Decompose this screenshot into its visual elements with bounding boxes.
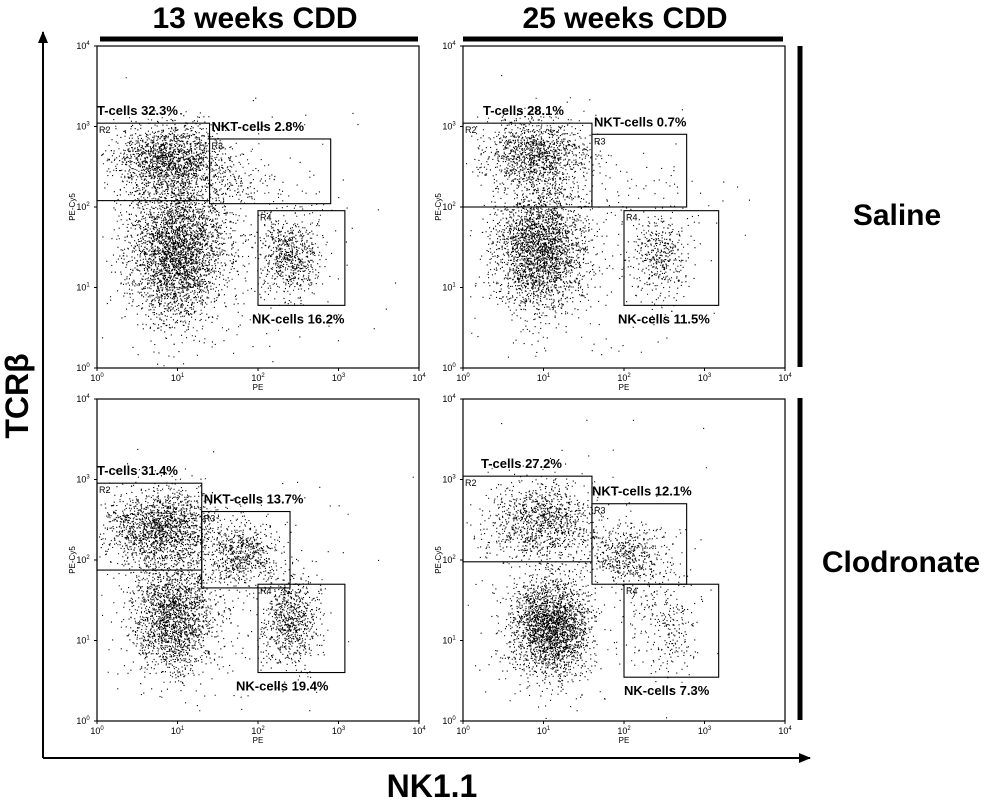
gate-box-r3 xyxy=(208,138,332,205)
gate-region-id: R4 xyxy=(626,213,638,223)
gate-region-id: R4 xyxy=(260,213,272,223)
column-title-13-weeks: 13 weeks CDD xyxy=(152,2,357,35)
y-tick-label: 104 xyxy=(442,41,456,51)
gate-label-nkt-cells: NKT-cells 13.7% xyxy=(204,492,304,507)
gate-label-t-cells: T-cells 27.2% xyxy=(481,456,562,471)
gate-label-t-cells: T-cells 28.1% xyxy=(483,103,564,118)
x-tick-label: 102 xyxy=(251,373,265,383)
x-tick-label: 101 xyxy=(171,726,185,736)
panel-x-axis-name: PE xyxy=(253,736,264,745)
x-tick-label: 102 xyxy=(617,373,631,383)
y-tick-label: 102 xyxy=(442,555,456,565)
y-axis-label: TCRβ xyxy=(0,353,35,438)
gate-region-id: R4 xyxy=(260,586,272,596)
gate-label-t-cells: T-cells 32.3% xyxy=(97,103,178,118)
row-label-clodronate: Clodronate xyxy=(822,546,980,579)
gate-box-r4 xyxy=(623,210,720,306)
x-tick-label: 103 xyxy=(698,726,712,736)
gate-box-r2 xyxy=(462,122,593,208)
gate-label-nk-cells: NK-cells 16.2% xyxy=(252,311,345,326)
scatter-panels: R2 T-cells 32.3% R3 NKT-cells 2.8% R4 NK-cell… xyxy=(68,41,792,745)
y-tick-label: 100 xyxy=(442,716,456,726)
panel-y-axis-name: PE-Cy5 xyxy=(434,193,443,221)
y-tick-label: 104 xyxy=(76,41,90,51)
event-dots xyxy=(99,77,397,367)
gate-label-nk-cells: NK-cells 7.3% xyxy=(624,683,710,698)
gate-region-id: R3 xyxy=(204,514,216,524)
x-tick-label: 104 xyxy=(778,726,792,736)
y-tick-label: 102 xyxy=(76,202,90,212)
y-tick-label: 101 xyxy=(76,283,90,293)
gate-region-id: R2 xyxy=(465,125,477,135)
gate-region-id: R3 xyxy=(594,506,606,516)
x-tick-label: 103 xyxy=(698,373,712,383)
event-dot-cloud xyxy=(99,77,397,367)
gate-region-id: R2 xyxy=(99,485,111,495)
gate-box-r2 xyxy=(462,475,593,563)
y-tick-label: 102 xyxy=(76,555,90,565)
y-tick-label: 100 xyxy=(442,363,456,373)
gate-box-r4 xyxy=(257,583,346,674)
y-tick-label: 100 xyxy=(76,363,90,373)
y-tick-label: 103 xyxy=(76,122,90,132)
gate-label-nk-cells: NK-cells 11.5% xyxy=(618,311,710,326)
x-tick-label: 104 xyxy=(412,726,426,736)
gate-region-id: R4 xyxy=(626,586,638,596)
y-tick-label: 100 xyxy=(76,716,90,726)
panel-x-axis-name: PE xyxy=(253,383,264,392)
panel-y-axis-name: PE-Cy5 xyxy=(68,546,77,574)
gate-label-t-cells: T-cells 31.4% xyxy=(97,463,178,478)
panel-y-axis-name: PE-Cy5 xyxy=(434,546,443,574)
y-tick-label: 101 xyxy=(442,636,456,646)
gate-box-r4 xyxy=(257,210,346,306)
row-label-saline: Saline xyxy=(853,199,941,232)
x-tick-label: 103 xyxy=(332,726,346,736)
panel-x-axis-name: PE xyxy=(619,736,630,745)
scatter-panel: R2 T-cells 28.1% R3 NKT-cells 0.7% R4 NK-cell… xyxy=(434,41,792,392)
x-axis-label: NK1.1 xyxy=(387,768,478,801)
x-tick-label: 101 xyxy=(537,373,551,383)
y-tick-label: 103 xyxy=(442,122,456,132)
x-tick-label: 104 xyxy=(778,373,792,383)
x-tick-label: 101 xyxy=(171,373,185,383)
x-tick-label: 102 xyxy=(617,726,631,736)
gate-box-r3 xyxy=(591,133,688,208)
x-tick-label: 100 xyxy=(456,373,470,383)
gate-region-id: R3 xyxy=(212,141,224,151)
x-tick-label: 100 xyxy=(90,373,104,383)
y-tick-label: 103 xyxy=(442,475,456,485)
gate-box-r4 xyxy=(623,583,720,678)
gate-label-nkt-cells: NKT-cells 12.1% xyxy=(592,484,692,499)
y-tick-label: 101 xyxy=(442,283,456,293)
event-dot-cloud xyxy=(99,448,414,712)
column-title-25-weeks: 25 weeks CDD xyxy=(522,2,727,35)
event-dots xyxy=(99,448,414,712)
gate-label-nkt-cells: NKT-cells 2.8% xyxy=(212,119,305,134)
x-tick-label: 102 xyxy=(251,726,265,736)
y-tick-label: 104 xyxy=(76,394,90,404)
gate-region-id: R2 xyxy=(465,478,477,488)
gate-label-nkt-cells: NKT-cells 0.7% xyxy=(594,114,687,129)
panel-y-axis-name: PE-Cy5 xyxy=(68,193,77,221)
gate-region-id: R3 xyxy=(594,136,606,146)
scatter-panel: R2 T-cells 31.4% R3 NKT-cells 13.7% R4 NK-cel… xyxy=(68,394,426,745)
y-tick-label: 104 xyxy=(442,394,456,404)
gate-box-r3 xyxy=(201,510,291,589)
panel-x-axis-name: PE xyxy=(619,383,630,392)
gate-region-id: R2 xyxy=(99,125,111,135)
x-tick-label: 100 xyxy=(90,726,104,736)
x-tick-label: 101 xyxy=(537,726,551,736)
x-tick-label: 104 xyxy=(412,373,426,383)
y-tick-label: 101 xyxy=(76,636,90,646)
scatter-panel: R2 T-cells 27.2% R3 NKT-cells 12.1% R4 NK-cel… xyxy=(434,394,792,745)
y-tick-label: 102 xyxy=(442,202,456,212)
x-tick-label: 103 xyxy=(332,373,346,383)
y-tick-label: 103 xyxy=(76,475,90,485)
x-tick-label: 100 xyxy=(456,726,470,736)
gate-label-nk-cells: NK-cells 19.4% xyxy=(236,679,329,694)
scatter-panel: R2 T-cells 32.3% R3 NKT-cells 2.8% R4 NK-cell… xyxy=(68,41,426,392)
